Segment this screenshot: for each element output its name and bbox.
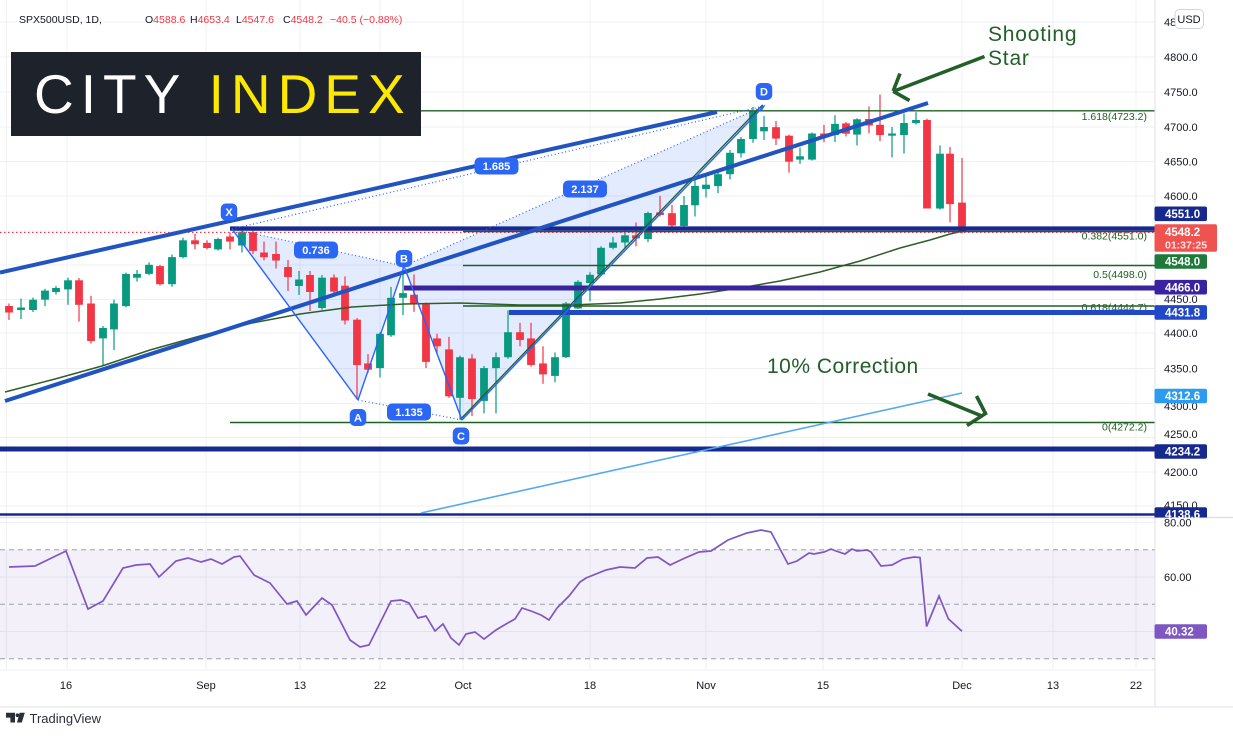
svg-text:Sep: Sep xyxy=(196,680,216,692)
svg-text:Nov: Nov xyxy=(696,680,716,692)
svg-text:4548.2: 4548.2 xyxy=(1165,227,1200,239)
svg-text:0.736: 0.736 xyxy=(302,245,330,257)
svg-text:4312.6: 4312.6 xyxy=(1165,391,1200,403)
svg-text:4200.0: 4200.0 xyxy=(1164,467,1198,479)
svg-text:1.618(4723.2): 1.618(4723.2) xyxy=(1082,111,1147,123)
svg-text:13: 13 xyxy=(294,680,306,692)
svg-text:H4653.4: H4653.4 xyxy=(190,14,230,26)
svg-text:1.685: 1.685 xyxy=(483,161,511,173)
svg-text:18: 18 xyxy=(584,680,596,692)
svg-text:4250.0: 4250.0 xyxy=(1164,429,1198,441)
svg-text:15: 15 xyxy=(817,680,829,692)
svg-text:O4588.6: O4588.6 xyxy=(145,14,185,26)
svg-text:4700.0: 4700.0 xyxy=(1164,122,1198,134)
svg-text:0.382(4551.0): 0.382(4551.0) xyxy=(1082,231,1147,243)
svg-text:Oct: Oct xyxy=(454,680,471,692)
svg-text:0(4272.2): 0(4272.2) xyxy=(1102,422,1147,434)
svg-text:4548.0: 4548.0 xyxy=(1165,257,1200,269)
svg-text:4450.0: 4450.0 xyxy=(1164,294,1198,306)
svg-text:4551.0: 4551.0 xyxy=(1165,209,1200,221)
svg-text:4800.0: 4800.0 xyxy=(1164,52,1198,64)
svg-text:Dec: Dec xyxy=(952,680,972,692)
svg-text:4300.0: 4300.0 xyxy=(1164,401,1198,413)
svg-text:4400.0: 4400.0 xyxy=(1164,328,1198,340)
svg-text:A: A xyxy=(354,412,362,424)
svg-text:USD: USD xyxy=(1177,14,1200,26)
svg-text:1.135: 1.135 xyxy=(395,407,423,419)
svg-text:4650.0: 4650.0 xyxy=(1164,157,1198,169)
svg-text:22: 22 xyxy=(1130,680,1142,692)
svg-text:SPX500USD, 1D,: SPX500USD, 1D, xyxy=(19,14,102,26)
svg-text:4600.0: 4600.0 xyxy=(1164,191,1198,203)
svg-text:4350.0: 4350.0 xyxy=(1164,364,1198,376)
svg-text:CITY INDEX: CITY INDEX xyxy=(34,63,412,125)
svg-text:Star: Star xyxy=(988,47,1030,70)
svg-text:01:37:25: 01:37:25 xyxy=(1165,239,1207,251)
svg-text:2.137: 2.137 xyxy=(571,184,599,196)
svg-text:0.5(4498.0): 0.5(4498.0) xyxy=(1093,269,1147,281)
svg-text:4466.0: 4466.0 xyxy=(1165,282,1200,294)
svg-text:X: X xyxy=(225,207,233,219)
svg-text:4750.0: 4750.0 xyxy=(1164,87,1198,99)
svg-text:Shooting: Shooting xyxy=(988,23,1077,46)
svg-text:4234.2: 4234.2 xyxy=(1165,447,1200,459)
svg-text:4138.6: 4138.6 xyxy=(1165,510,1200,522)
svg-text:C4548.2: C4548.2 xyxy=(283,14,323,26)
svg-text:B: B xyxy=(400,253,408,265)
svg-text:L4547.6: L4547.6 xyxy=(236,14,274,26)
svg-text:22: 22 xyxy=(374,680,386,692)
svg-text:13: 13 xyxy=(1047,680,1059,692)
svg-text:D: D xyxy=(760,86,768,98)
svg-text:C: C xyxy=(457,431,465,443)
svg-text:4431.8: 4431.8 xyxy=(1165,308,1201,320)
svg-text:60.00: 60.00 xyxy=(1164,572,1192,584)
svg-text:−40.5 (−0.88%): −40.5 (−0.88%) xyxy=(330,14,402,26)
svg-text:40.32: 40.32 xyxy=(1165,627,1194,639)
svg-text:TradingView: TradingView xyxy=(30,711,102,726)
svg-text:10% Correction: 10% Correction xyxy=(767,355,919,378)
svg-text:80.00: 80.00 xyxy=(1164,517,1192,529)
svg-text:16: 16 xyxy=(60,680,72,692)
